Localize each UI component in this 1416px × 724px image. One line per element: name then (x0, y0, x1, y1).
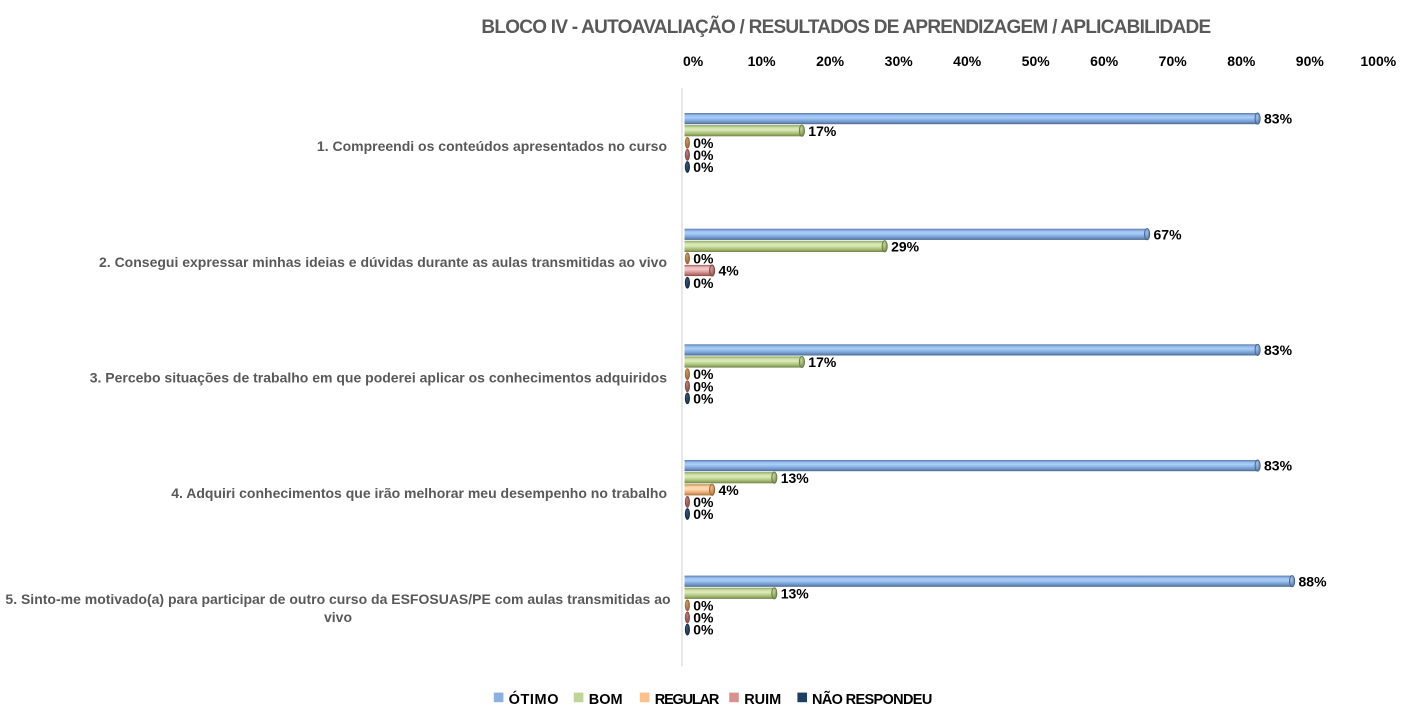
svg-text:0%: 0% (693, 251, 714, 267)
svg-text:13%: 13% (781, 585, 810, 601)
svg-text:40%: 40% (953, 53, 982, 69)
svg-text:4%: 4% (719, 263, 740, 279)
svg-text:13%: 13% (781, 470, 810, 486)
svg-text:88%: 88% (1299, 573, 1328, 589)
svg-text:RUIM: RUIM (744, 692, 781, 708)
svg-text:4. Adquiri conhecimentos que i: 4. Adquiri conhecimentos que irão melhor… (171, 485, 667, 501)
svg-text:83%: 83% (1264, 458, 1293, 474)
svg-text:50%: 50% (1022, 53, 1051, 69)
svg-text:70%: 70% (1159, 53, 1188, 69)
svg-text:4%: 4% (719, 482, 740, 498)
svg-text:0%: 0% (693, 390, 714, 406)
svg-text:17%: 17% (808, 123, 837, 139)
svg-text:REGULAR: REGULAR (655, 692, 720, 708)
svg-text:17%: 17% (808, 354, 837, 370)
svg-text:30%: 30% (885, 53, 914, 69)
svg-text:NÃO RESPONDEU: NÃO RESPONDEU (812, 690, 932, 708)
svg-text:90%: 90% (1296, 53, 1325, 69)
svg-text:0%: 0% (693, 159, 714, 175)
svg-text:0%: 0% (693, 147, 714, 163)
svg-text:ÓTIMO: ÓTIMO (509, 690, 560, 708)
svg-text:BOM: BOM (589, 692, 623, 708)
svg-text:0%: 0% (693, 135, 714, 151)
svg-text:10%: 10% (748, 53, 777, 69)
svg-text:1. Compreendi os conteúdos apr: 1. Compreendi os conteúdos apresentados … (317, 138, 667, 154)
svg-text:60%: 60% (1090, 53, 1119, 69)
svg-text:0%: 0% (693, 506, 714, 522)
svg-text:67%: 67% (1154, 226, 1183, 242)
svg-text:0%: 0% (693, 494, 714, 510)
svg-text:BLOCO IV - AUTOAVALIAÇÃO / RES: BLOCO IV - AUTOAVALIAÇÃO / RESULTADOS DE… (481, 16, 1210, 38)
svg-text:29%: 29% (891, 238, 920, 254)
svg-text:20%: 20% (816, 53, 845, 69)
svg-text:100%: 100% (1360, 53, 1396, 69)
svg-text:0%: 0% (693, 610, 714, 626)
svg-text:vivo: vivo (324, 609, 352, 625)
svg-text:83%: 83% (1264, 342, 1293, 358)
svg-text:0%: 0% (693, 378, 714, 394)
svg-text:0%: 0% (693, 598, 714, 614)
svg-text:2. Consegui expressar minhas i: 2. Consegui expressar minhas ideias e dú… (99, 254, 667, 270)
svg-text:80%: 80% (1227, 53, 1256, 69)
svg-text:0%: 0% (693, 366, 714, 382)
svg-text:0%: 0% (693, 275, 714, 291)
svg-text:83%: 83% (1264, 111, 1293, 127)
svg-text:0%: 0% (693, 622, 714, 638)
svg-text:0%: 0% (683, 53, 704, 69)
svg-text:5. Sinto-me motivado(a) para p: 5. Sinto-me motivado(a) para participar … (5, 591, 670, 607)
svg-text:3. Percebo situações de trabal: 3. Percebo situações de trabalho em que … (90, 370, 667, 386)
